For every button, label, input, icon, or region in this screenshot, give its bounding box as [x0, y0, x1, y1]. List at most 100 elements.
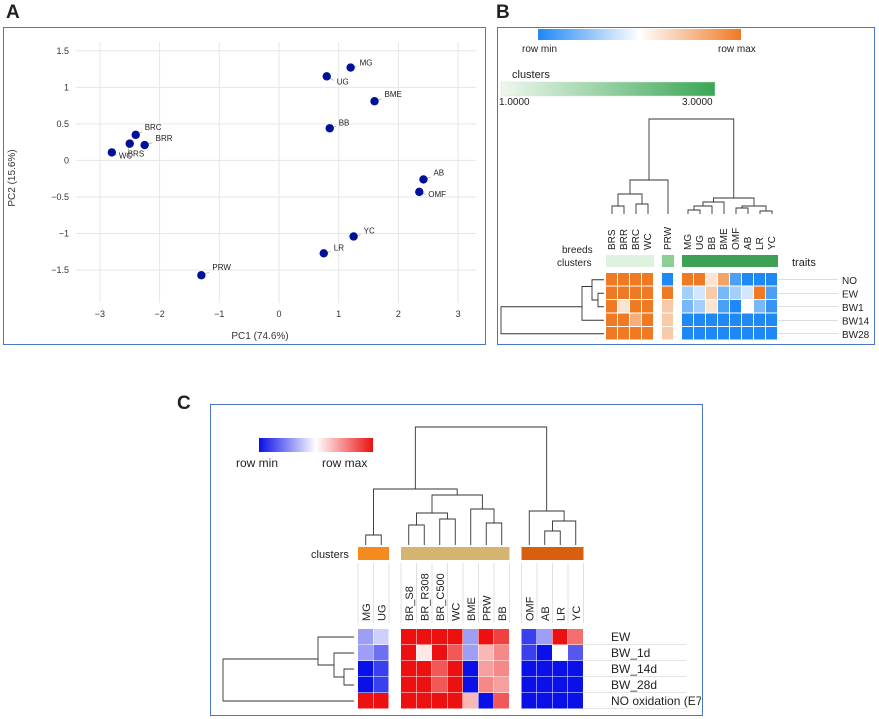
cluster-strip-segment — [401, 547, 510, 560]
row-label-bw-28d: BW_28d — [611, 678, 657, 692]
heatmap-cell — [521, 677, 537, 693]
heatmap-cell — [742, 327, 753, 340]
point-label-bb: BB — [339, 118, 350, 127]
row-label-bw-14d: BW_14d — [611, 662, 657, 676]
column-label-brr: BRR — [619, 229, 630, 250]
heatmap-cell — [373, 629, 389, 645]
x-axis-label: PC1 (74.6%) — [231, 331, 288, 342]
heatmap-cell — [552, 629, 568, 645]
heatmap-cell — [416, 629, 432, 645]
dendro-branch — [702, 201, 725, 214]
heatmap-cell — [568, 629, 583, 645]
colorbar-b-max: row max — [718, 44, 756, 55]
heatmap-cell — [642, 313, 653, 326]
x-tick-label: 2 — [396, 309, 401, 319]
heatmap-cell — [463, 629, 478, 645]
heatmap-cell — [730, 286, 741, 299]
dendro-branch — [408, 524, 425, 545]
dendro-branch — [431, 494, 483, 513]
dendro-branch — [741, 205, 767, 211]
colorbar-b-min: row min — [522, 44, 557, 55]
heatmap-cell — [478, 677, 494, 693]
column-label-bb: BB — [707, 236, 718, 250]
x-tick-label: 1 — [336, 309, 341, 319]
clusters-label-c: clusters — [311, 549, 349, 561]
heatmap-cell — [358, 677, 373, 693]
heatmap-cell — [537, 629, 552, 645]
heatmap-cell — [718, 273, 729, 286]
heatmap-cell — [521, 693, 537, 709]
heatmap-cell — [642, 327, 653, 340]
heatmap-cell — [552, 693, 568, 709]
heatmap-cell — [662, 313, 673, 326]
heatmap-cell — [618, 327, 629, 340]
heatmap-cell — [682, 273, 693, 286]
heatmap-cell — [478, 645, 494, 661]
point-label-ab: AB — [433, 168, 444, 177]
colorbar-b — [538, 29, 741, 40]
heatmap-cell — [478, 661, 494, 677]
heatmap-cell — [730, 313, 741, 326]
y-tick-label: 0.5 — [56, 119, 69, 129]
heatmap-cell — [618, 313, 629, 326]
heatmap-cell — [630, 273, 641, 286]
panel-b: row min row max clusters 1.0000 3.0000 B… — [497, 27, 875, 345]
heatmap-cell — [463, 677, 478, 693]
heatmap-cell — [552, 661, 568, 677]
point-label-bme: BME — [385, 90, 402, 99]
heatmap-cell — [432, 661, 447, 677]
column-labels-c: MG UG BR_S8 BR_R308 BR_C500 WC BME PRW BB OMF AB LR… — [361, 573, 583, 621]
clusters-bar-max: 3.0000 — [682, 97, 713, 108]
heatmap-cell — [630, 300, 641, 313]
scatter-point-ab — [419, 175, 428, 184]
heatmap-cell — [568, 677, 583, 693]
heatmap-cell — [694, 300, 705, 313]
column-label-bme: BME — [719, 228, 730, 250]
heatmap-cell — [416, 645, 432, 661]
y-axis-label: PC2 (15.6%) — [7, 149, 18, 206]
heatmap-cell — [373, 677, 389, 693]
scatter-point-ug — [322, 72, 331, 81]
x-tick-label: 3 — [456, 309, 461, 319]
heatmap-cell — [447, 645, 463, 661]
row-label-no-oxidation-e7-: NO oxidation (E7) — [611, 694, 701, 708]
row-dendro-branch — [591, 279, 604, 301]
heatmap-cell — [494, 693, 509, 709]
heatmap-cell — [662, 286, 673, 299]
scatter-point-bme — [370, 97, 379, 106]
heatmap-cell — [401, 693, 416, 709]
y-tick-label: −1.5 — [51, 265, 69, 275]
column-label-yc: YC — [571, 606, 583, 621]
heatmap-cell — [606, 327, 617, 340]
dendro-branch — [544, 530, 561, 545]
clusters-bar-title: clusters — [512, 69, 550, 81]
y-tick-label: 0 — [64, 155, 69, 165]
heatmap-cell — [463, 693, 478, 709]
heatmap-cell — [478, 629, 494, 645]
heatmap-cell — [401, 629, 416, 645]
scatter-axes: −3 −2 −1 0 1 2 3 −1.5 −1 −0.5 0 0.5 1 1.5 — [51, 46, 460, 319]
heatmap-cell — [606, 300, 617, 313]
y-tick-label: 1 — [64, 82, 69, 92]
heatmap-cell — [373, 661, 389, 677]
heatmap-cell — [742, 300, 753, 313]
heatmap-cell — [742, 286, 753, 299]
dendro-branch — [611, 205, 625, 214]
scatter-point-yc — [349, 232, 358, 241]
heatmap-cell — [706, 300, 717, 313]
heatmap-cell — [568, 645, 583, 661]
heatmap-cell — [766, 327, 777, 340]
heatmap-cell — [682, 327, 693, 340]
dendro-branch — [373, 488, 458, 535]
row-dendro-branch — [500, 306, 604, 335]
heatmap-cell — [766, 300, 777, 313]
row-label-no: NO — [842, 276, 857, 287]
row-label-bw1: BW1 — [842, 303, 864, 314]
row-label-bw28: BW28 — [842, 330, 870, 341]
heatmap-cell — [447, 693, 463, 709]
heatmap-cell — [401, 645, 416, 661]
cluster-strip-segment — [606, 255, 654, 267]
column-label-ab: AB — [540, 606, 552, 621]
pca-scatter-chart: −3 −2 −1 0 1 2 3 −1.5 −1 −0.5 0 0.5 1 1.5 MG UG BME BB BR… — [7, 42, 476, 342]
heatmap-cell — [730, 300, 741, 313]
